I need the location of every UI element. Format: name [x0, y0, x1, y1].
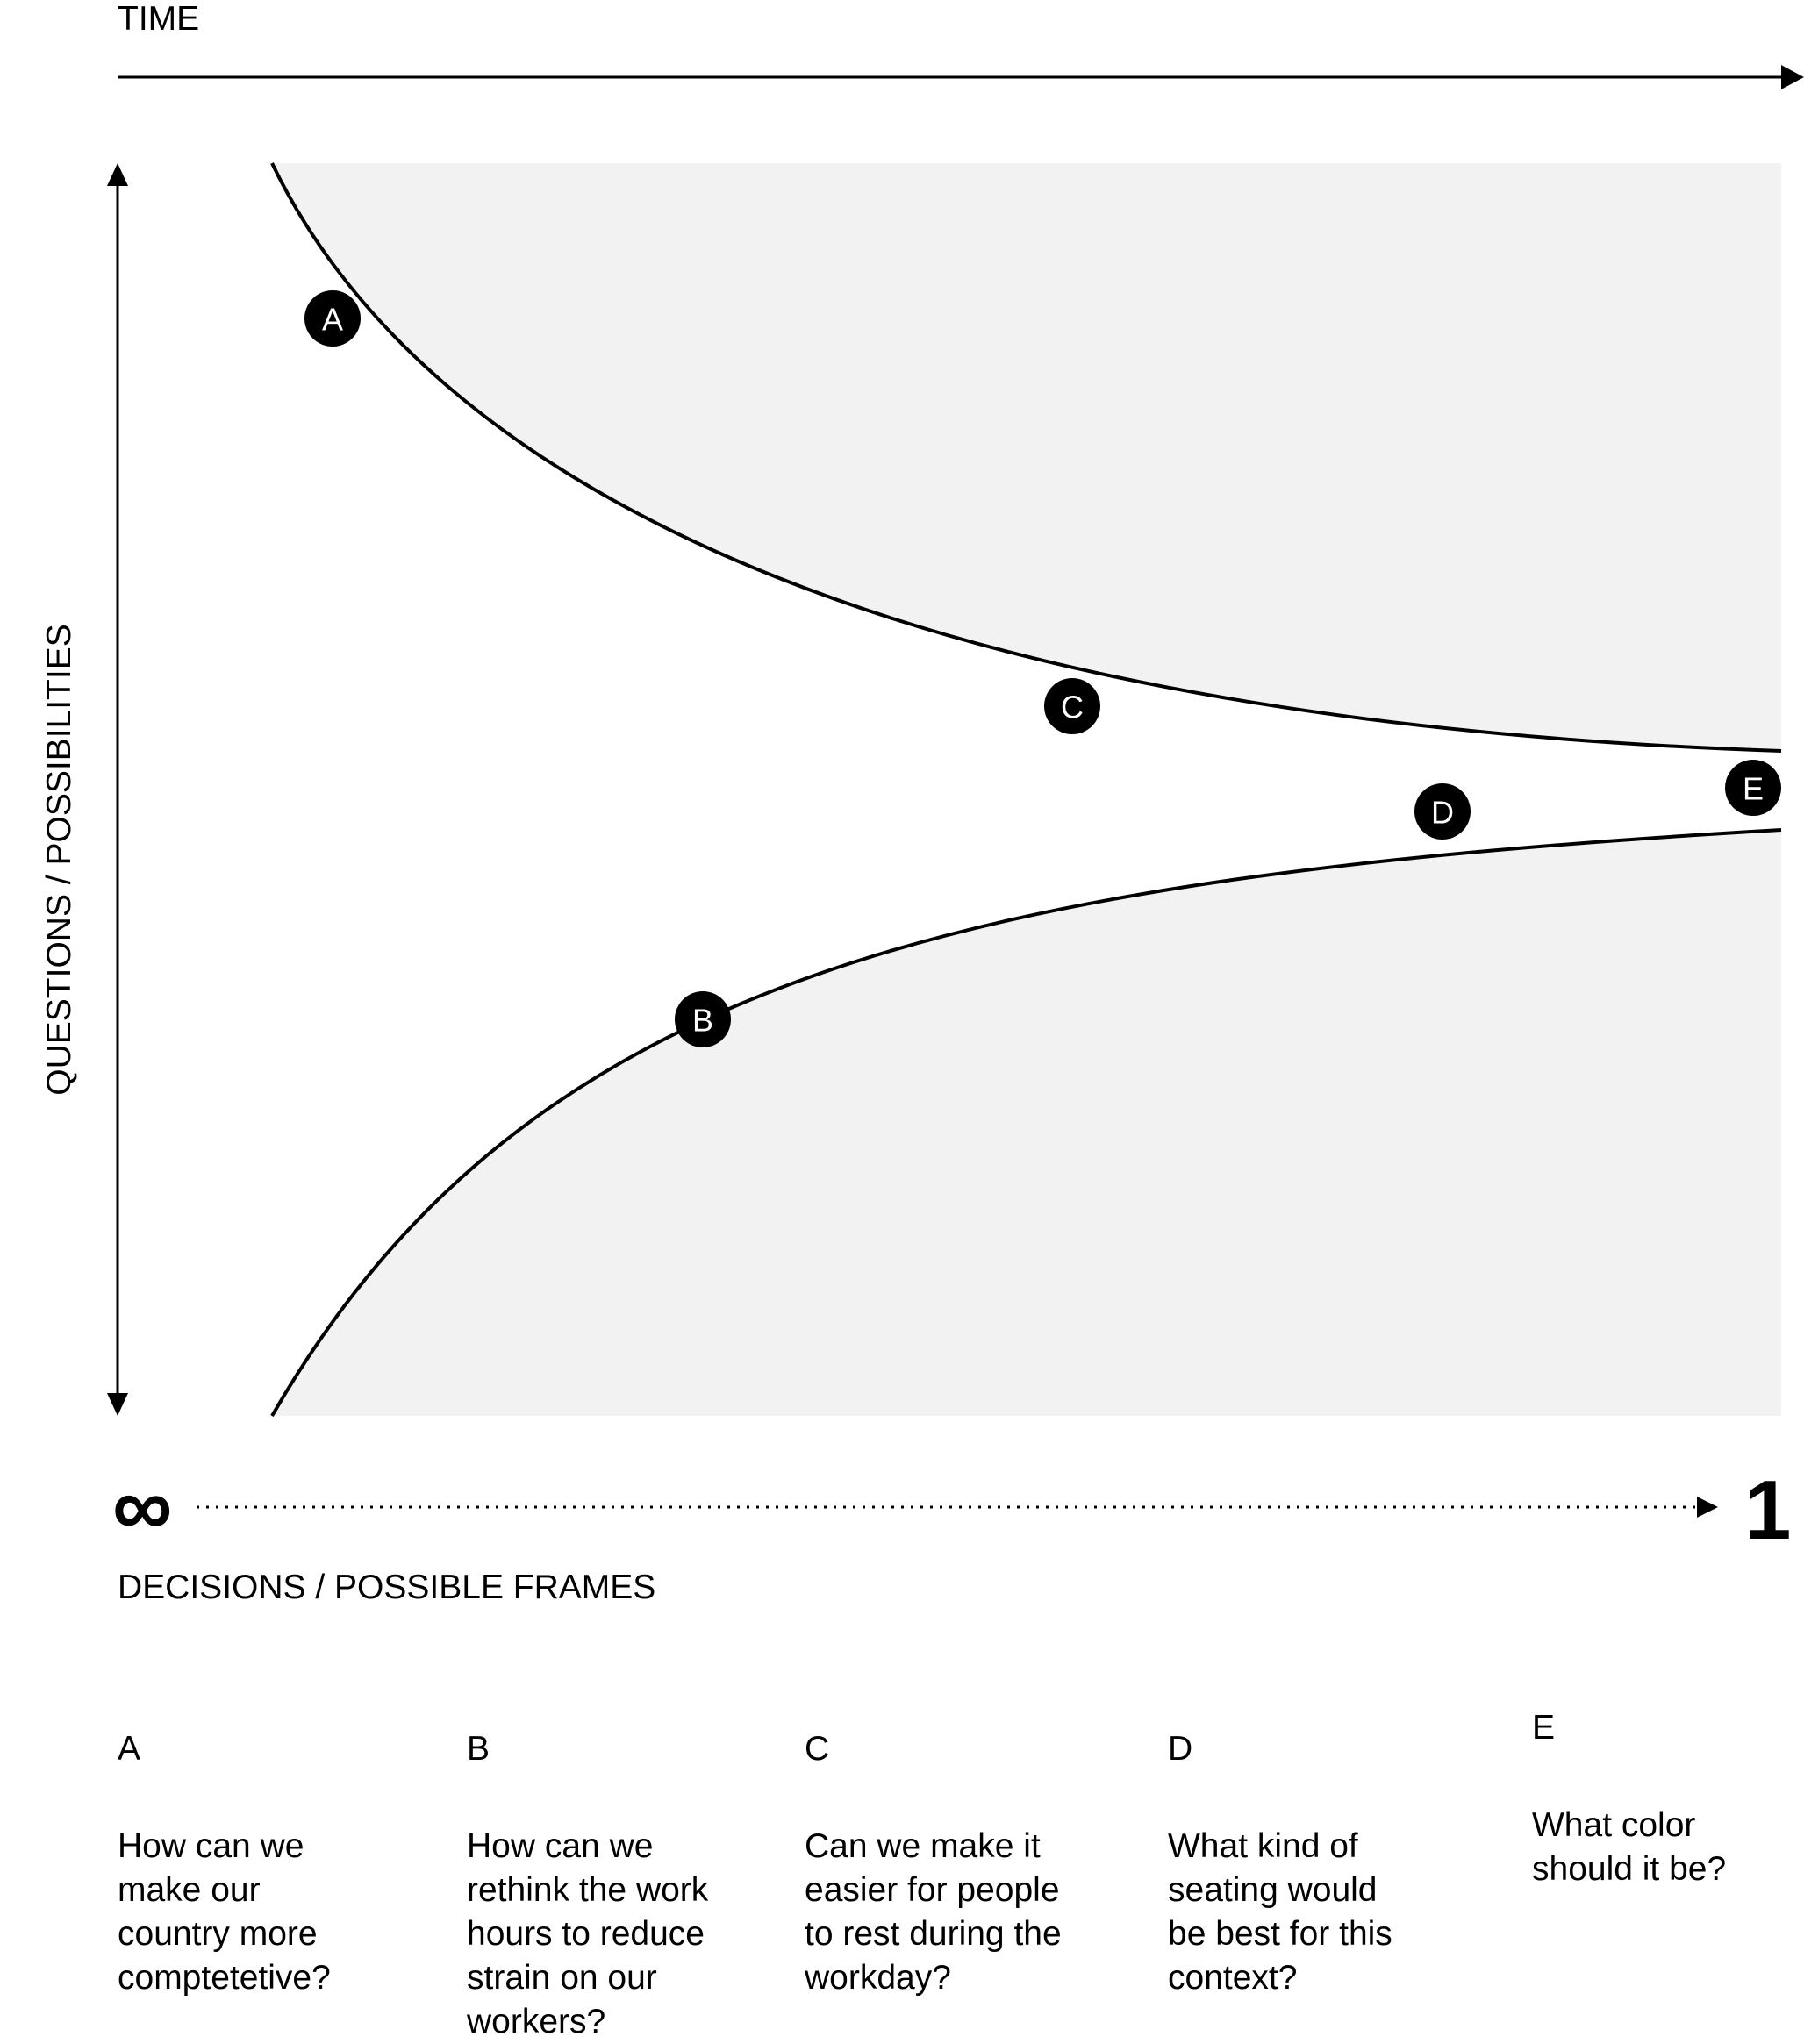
infinity-symbol: ∞	[112, 1460, 173, 1554]
question-c-text: Can we make it easier for people to rest…	[805, 1827, 1062, 1997]
lower-curve	[270, 828, 1782, 1417]
time-label: TIME	[118, 0, 200, 38]
time-arrowhead	[1781, 65, 1804, 89]
marker-b-label: B	[692, 1003, 713, 1039]
one-symbol: 1	[1744, 1463, 1792, 1557]
question-a-text: How can we make our country more comptet…	[118, 1827, 331, 1997]
decisions-arrowhead	[1697, 1497, 1718, 1518]
upper-curve	[270, 162, 1782, 753]
lower-shaded-region	[272, 830, 1781, 1416]
marker-e-label: E	[1743, 771, 1764, 807]
marker-c: C	[1044, 678, 1100, 734]
question-d-letter: D	[1168, 1730, 1193, 1768]
question-d-text: What kind of seating would be best for t…	[1168, 1827, 1392, 1997]
vertical-arrowhead-up	[107, 163, 128, 186]
marker-a: A	[304, 290, 361, 347]
questions-possibilities-label: QUESTIONS / POSSIBILITIES	[40, 624, 78, 1096]
marker-c-label: C	[1061, 690, 1084, 725]
question-e-text: What color should it be?	[1532, 1806, 1727, 1888]
marker-d: D	[1414, 783, 1471, 840]
marker-b: B	[675, 991, 731, 1047]
question-e-letter: E	[1532, 1709, 1556, 1747]
question-c-letter: C	[805, 1730, 830, 1768]
question-b-letter: B	[467, 1730, 490, 1768]
marker-d-label: D	[1431, 795, 1454, 831]
vertical-arrowhead-down	[107, 1393, 128, 1416]
marker-e: E	[1725, 760, 1781, 816]
decisions-label: DECISIONS / POSSIBLE FRAMES	[118, 1569, 656, 1606]
upper-shaded-region	[272, 163, 1781, 751]
question-b-text: How can we rethink the work hours to red…	[467, 1827, 709, 2040]
marker-a-label: A	[322, 302, 343, 338]
question-a-letter: A	[118, 1730, 141, 1768]
